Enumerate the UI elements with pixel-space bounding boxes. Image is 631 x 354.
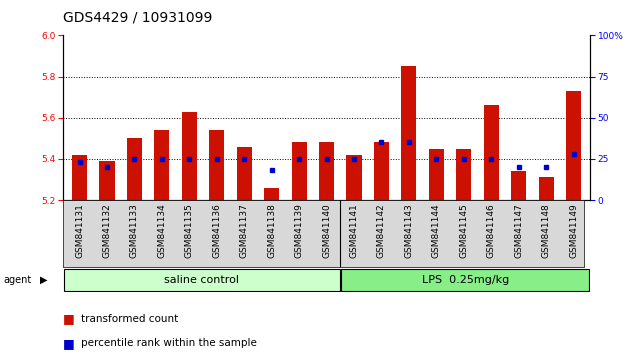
Text: GSM841131: GSM841131	[75, 203, 84, 258]
Text: GSM841148: GSM841148	[541, 203, 551, 258]
Text: transformed count: transformed count	[81, 314, 178, 324]
Text: GSM841145: GSM841145	[459, 203, 468, 258]
Bar	[155, 130, 170, 200]
Bar	[319, 142, 334, 200]
Bar	[511, 171, 526, 200]
Text: ▶: ▶	[40, 275, 47, 285]
FancyBboxPatch shape	[64, 268, 340, 291]
Text: GSM841146: GSM841146	[487, 203, 496, 258]
Bar	[292, 142, 307, 200]
Text: GSM841140: GSM841140	[322, 203, 331, 258]
Text: GSM841147: GSM841147	[514, 203, 523, 258]
Bar	[428, 149, 444, 200]
Bar	[346, 155, 362, 200]
Bar	[127, 138, 142, 200]
Text: GSM841137: GSM841137	[240, 203, 249, 258]
Bar	[237, 147, 252, 200]
Text: ■: ■	[63, 312, 75, 325]
Text: saline control: saline control	[164, 275, 239, 285]
Bar	[566, 91, 581, 200]
Bar	[483, 105, 498, 200]
Text: GSM841134: GSM841134	[157, 203, 167, 258]
Text: GSM841143: GSM841143	[404, 203, 413, 258]
Text: percentile rank within the sample: percentile rank within the sample	[81, 338, 257, 348]
Text: GSM841139: GSM841139	[295, 203, 304, 258]
Bar	[538, 177, 553, 200]
Bar	[401, 66, 416, 200]
Text: ■: ■	[63, 337, 75, 350]
Text: LPS  0.25mg/kg: LPS 0.25mg/kg	[422, 275, 509, 285]
Text: GDS4429 / 10931099: GDS4429 / 10931099	[63, 11, 213, 25]
Text: GSM841132: GSM841132	[102, 203, 112, 258]
Text: GSM841149: GSM841149	[569, 203, 578, 258]
Text: GSM841135: GSM841135	[185, 203, 194, 258]
Bar	[209, 130, 225, 200]
FancyBboxPatch shape	[341, 268, 589, 291]
Text: GSM841141: GSM841141	[350, 203, 358, 258]
Bar	[264, 188, 279, 200]
Text: agent: agent	[3, 275, 32, 285]
Text: GSM841142: GSM841142	[377, 203, 386, 258]
Text: GSM841138: GSM841138	[267, 203, 276, 258]
Bar	[374, 142, 389, 200]
Text: GSM841136: GSM841136	[212, 203, 221, 258]
Bar	[72, 155, 87, 200]
Bar	[456, 149, 471, 200]
FancyBboxPatch shape	[63, 200, 584, 267]
Bar	[100, 161, 115, 200]
Bar	[182, 112, 197, 200]
Text: GSM841133: GSM841133	[130, 203, 139, 258]
Text: GSM841144: GSM841144	[432, 203, 441, 258]
